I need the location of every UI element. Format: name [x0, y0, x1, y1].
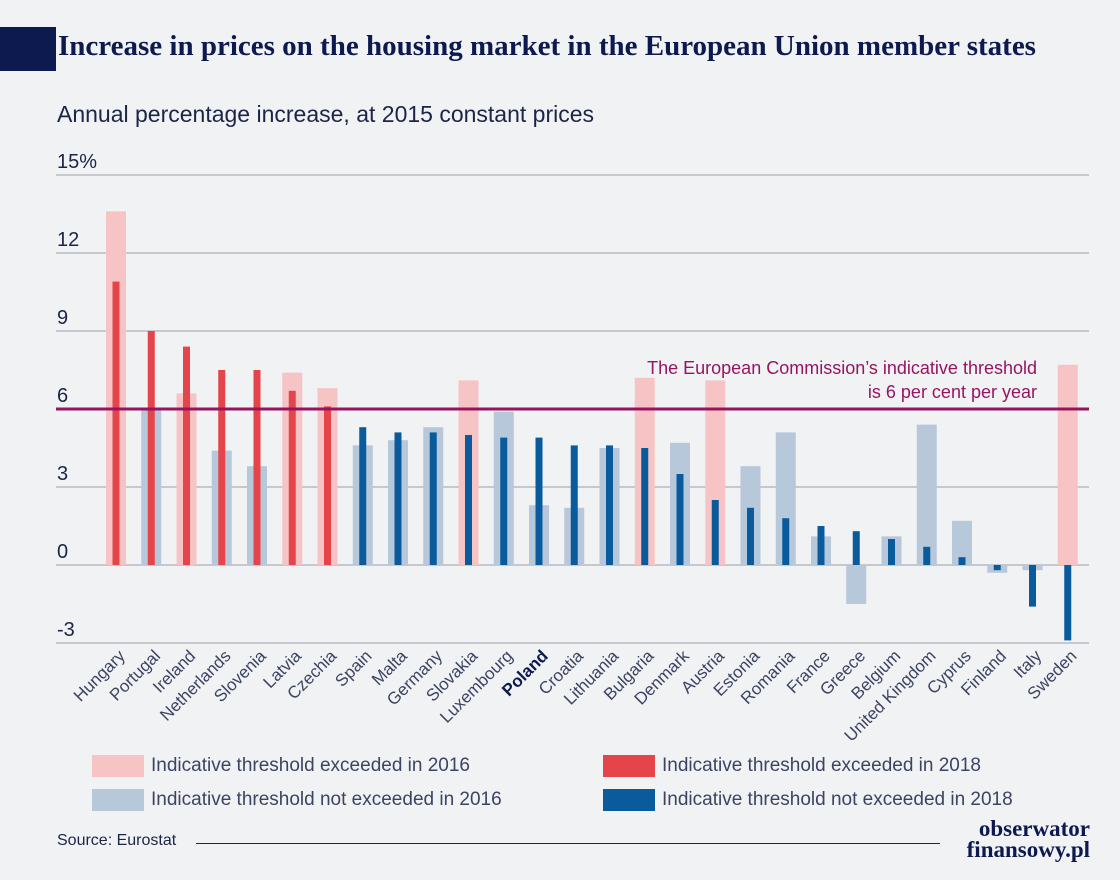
bar-2018 [570, 445, 578, 565]
title-accent-bar [0, 27, 56, 71]
bar-2018 [747, 507, 754, 565]
bar-2018 [711, 500, 719, 565]
bar-2018 [782, 518, 790, 565]
bar-2018 [958, 557, 966, 565]
bar-2018 [1064, 565, 1072, 641]
y-tick-label: -3 [57, 619, 75, 641]
bar-2018 [288, 390, 296, 565]
x-tick-label: Spain [331, 646, 375, 690]
bar-2018 [993, 565, 1001, 571]
bar-2018 [852, 531, 860, 565]
legend-swatch [92, 755, 144, 777]
threshold-label-line-1: The European Commission’s indicative thr… [647, 358, 1037, 378]
bar-2018 [535, 437, 543, 565]
source-note: Source: Eurostat [57, 832, 177, 849]
y-tick-label: 9 [57, 307, 68, 329]
bar-2018 [641, 448, 649, 565]
page-title: Increase in prices on the housing market… [58, 30, 1036, 62]
bar-2018 [359, 427, 367, 565]
threshold-label-line-2: is 6 per cent per year [868, 382, 1037, 402]
legend-swatch [603, 789, 655, 811]
bar-2018 [500, 437, 508, 565]
chart-subtitle: Annual percentage increase, at 2015 cons… [57, 101, 595, 127]
bar-2018 [429, 432, 437, 565]
bar-2018 [112, 281, 120, 565]
y-tick-label: 3 [57, 463, 68, 485]
logo-line-2: finansowy.pl [966, 837, 1090, 862]
bar-2016 [1057, 364, 1078, 565]
logo-line-1: obserwator [978, 816, 1090, 841]
legend-swatch [92, 789, 144, 811]
bar-2018 [888, 539, 895, 565]
legend-label: Indicative threshold exceeded in 2018 [662, 755, 982, 776]
y-tick-label: 6 [57, 385, 68, 407]
bar-2016 [952, 520, 972, 565]
bar-2018 [817, 526, 825, 565]
bar-2018 [676, 474, 684, 565]
bar-2018 [183, 346, 190, 565]
bar-2018 [324, 406, 331, 565]
y-tick-label: 15% [57, 151, 97, 173]
bar-2018 [465, 435, 472, 565]
bar-2016 [775, 432, 796, 565]
bar-2018 [923, 546, 931, 565]
bar-2018 [394, 432, 402, 565]
bar-2016 [916, 424, 937, 565]
bar-2018 [253, 370, 261, 565]
bar-2018 [1029, 565, 1036, 607]
legend-label: Indicative threshold not exceeded in 201… [662, 789, 1013, 810]
y-tick-label: 12 [57, 229, 79, 251]
y-tick-label: 0 [57, 541, 68, 563]
bar-2018 [218, 370, 226, 565]
publisher-logo: obserwator finansowy.pl [966, 816, 1090, 862]
bar-2016 [846, 565, 867, 604]
bar-2018 [147, 331, 155, 565]
legend-label: Indicative threshold not exceeded in 201… [151, 789, 502, 810]
bar-2018 [606, 445, 613, 565]
legend-label: Indicative threshold exceeded in 2016 [151, 755, 471, 776]
source-divider [196, 843, 940, 844]
bar-2016 [705, 380, 726, 565]
legend-swatch [603, 755, 655, 777]
